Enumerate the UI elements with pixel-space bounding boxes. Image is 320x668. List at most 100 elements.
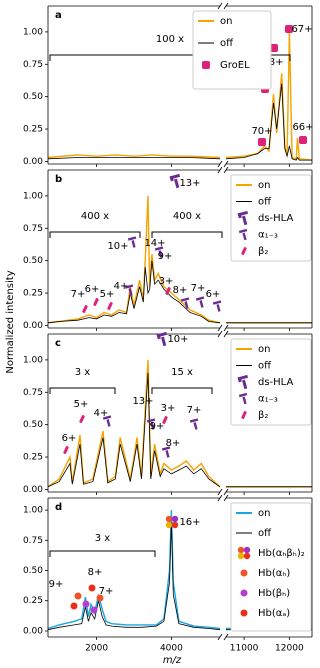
zoom-bracket [49, 387, 116, 394]
icon-part [150, 422, 155, 430]
peak-icon [165, 287, 171, 295]
peak-label: 3+ [159, 276, 174, 287]
legend-icon [237, 374, 249, 390]
legend-icon [240, 569, 248, 577]
legend-icon [240, 589, 248, 597]
legend-label: off [258, 197, 272, 208]
zoom-bracket [151, 231, 223, 238]
peak-label: 8+ [173, 285, 188, 296]
legend-label: off [258, 528, 272, 539]
icon-part [199, 300, 204, 308]
axis-break [217, 494, 223, 502]
peak-icon [63, 446, 69, 454]
peak-label: 8+ [88, 567, 103, 578]
peak-label: 6+ [62, 433, 77, 444]
icon-part [184, 301, 189, 309]
axis-break [217, 160, 223, 168]
icon-part [154, 246, 164, 251]
zoom-bracket [49, 231, 141, 238]
peak-icon [169, 173, 181, 189]
icon-part [174, 178, 180, 189]
axis-break [217, 633, 223, 641]
legend-label: on [258, 344, 270, 355]
peak-label: 5+ [100, 289, 115, 300]
peak-label: 9+ [158, 251, 173, 262]
icon-part [82, 305, 88, 313]
peak-icon [102, 415, 112, 427]
icon-part [146, 418, 156, 423]
y-tick-label: 0.50 [23, 256, 43, 266]
legend-label: off [220, 38, 234, 49]
x-tick-label: 12000 [275, 644, 304, 654]
panel-label: c [55, 338, 61, 349]
peak-label: 14+ [144, 238, 165, 249]
icon-part [165, 515, 173, 523]
peak-icon [299, 136, 307, 144]
icon-part [127, 236, 137, 241]
peak-label: 16+ [179, 517, 200, 528]
icon-part [128, 288, 133, 296]
icon-part [242, 396, 247, 405]
icon-part [202, 61, 210, 69]
axis-break [223, 330, 229, 338]
axis-break [223, 160, 229, 168]
peak-icon [96, 594, 104, 602]
icon-part [79, 415, 85, 423]
icon-part [90, 606, 98, 614]
icon-part [161, 336, 167, 347]
icon-part [106, 419, 111, 427]
peak-label: 6+ [85, 284, 100, 295]
icon-part [242, 232, 247, 241]
peak-icon [107, 302, 113, 310]
axis-break [223, 488, 229, 496]
axis-break [217, 330, 223, 338]
peak-label: 4+ [94, 408, 109, 419]
icon-part [240, 569, 248, 577]
axis-break [217, 488, 223, 496]
peak-icon [154, 246, 164, 258]
legend-box [230, 174, 312, 262]
zoom-label: 400 x [173, 211, 201, 222]
legend-label: Hb(αₕβₕ)₂ [258, 548, 305, 559]
icon-part [216, 304, 221, 312]
legend-label: Hb(αₐ) [258, 608, 290, 619]
icon-part [158, 250, 163, 258]
peak-label: 7+ [71, 289, 86, 300]
y-tick-label: 0.75 [23, 60, 43, 70]
peak-icon [124, 284, 134, 296]
peak-label: 68+ [262, 57, 283, 68]
peak-icon [74, 592, 82, 600]
axis-break [223, 166, 229, 174]
legend-box [192, 10, 272, 90]
icon-part [243, 546, 251, 554]
y-tick-label: 0.50 [23, 420, 43, 430]
peak-label: 66+ [292, 122, 313, 133]
y-tick-label: 0.75 [23, 388, 43, 398]
peak-label: 7+ [187, 405, 202, 416]
peak-icon [156, 331, 168, 347]
peak-label: 5+ [74, 399, 89, 410]
legend-icon [241, 247, 247, 255]
legend-label: β₂ [258, 410, 268, 421]
legend-icon [237, 546, 251, 560]
icon-part [124, 284, 134, 289]
axis-break [217, 166, 223, 174]
legend-label: Hb(αₕ) [258, 568, 290, 579]
axis-break [223, 494, 229, 502]
peak-label: 13+ [179, 178, 200, 189]
icon-part [70, 602, 78, 610]
x-axis-label: m/z [163, 655, 182, 666]
icon-part [299, 136, 307, 144]
peak-icon [165, 515, 179, 529]
legend-icon [238, 228, 248, 241]
icon-part [195, 296, 205, 301]
peak-label: 9+ [150, 421, 165, 432]
icon-part [169, 175, 174, 182]
zoom-label: 100 x [156, 34, 184, 45]
peak-icon [79, 415, 85, 423]
y-tick-label: 0.25 [23, 289, 43, 299]
peak-icon [270, 44, 278, 52]
y-tick-label: 1.00 [23, 191, 43, 201]
icon-part [131, 240, 136, 248]
legend-icon [240, 609, 248, 617]
